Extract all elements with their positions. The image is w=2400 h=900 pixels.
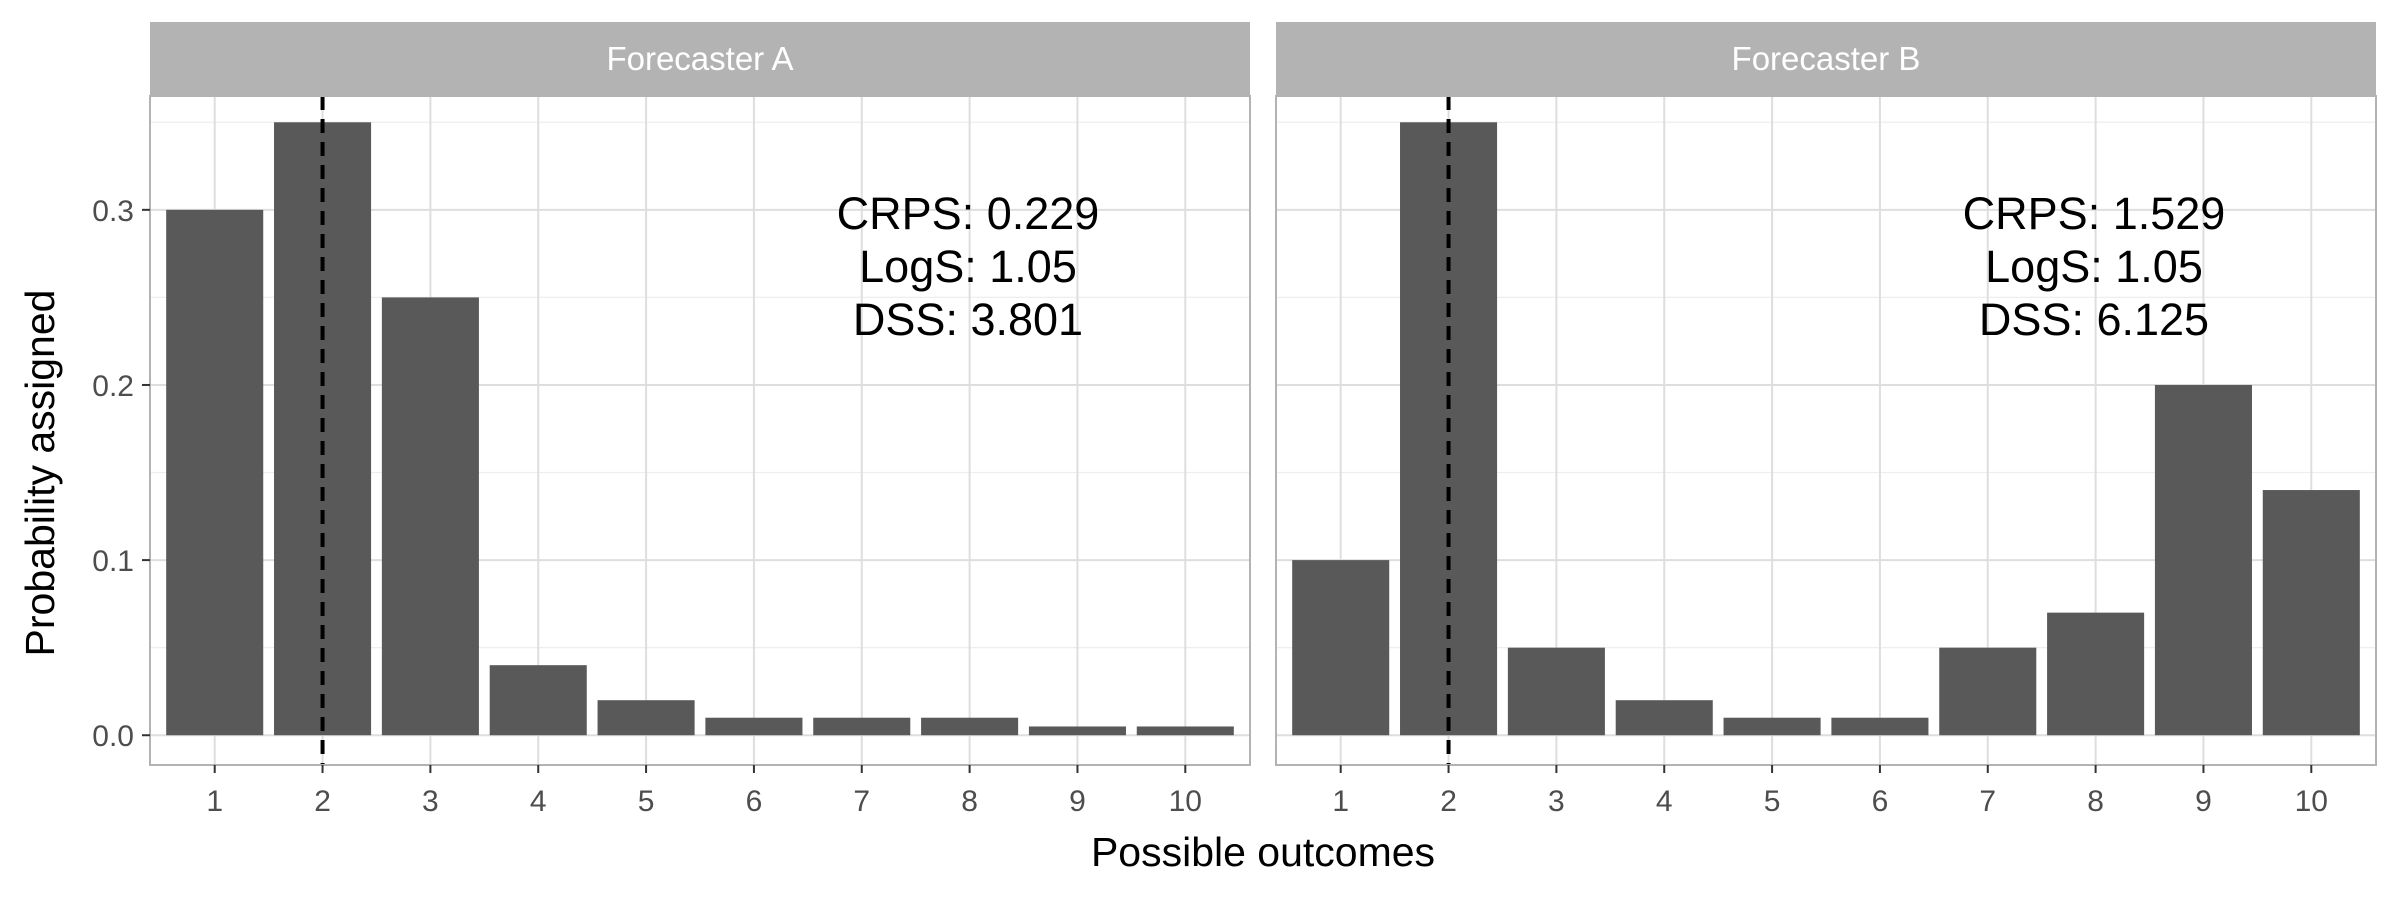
x-tick-label: 3: [1548, 785, 1565, 818]
x-tick-label: 9: [1069, 785, 1086, 818]
y-tick-label: 0.0: [92, 720, 134, 753]
x-tick-label: 2: [314, 785, 331, 818]
score-annotation-line: LogS: 1.05: [1985, 241, 2203, 292]
y-tick-label: 0.3: [92, 195, 134, 228]
bar-1: [1292, 560, 1390, 736]
bar-6: [1831, 717, 1929, 736]
x-tick-label: 3: [422, 785, 439, 818]
score-annotation-line: LogS: 1.05: [859, 241, 1077, 292]
x-tick-label: 1: [206, 785, 223, 818]
facet-strip: [1276, 22, 2376, 96]
x-tick-label: 10: [2295, 785, 2328, 818]
x-axis-title: Possible outcomes: [1091, 829, 1435, 875]
bar-10: [1136, 726, 1234, 736]
x-tick-label: 8: [2087, 785, 2104, 818]
bar-4: [489, 665, 587, 736]
bar-8: [2047, 612, 2145, 736]
bar-5: [1723, 717, 1821, 736]
score-annotation-line: CRPS: 0.229: [837, 188, 1100, 239]
x-tick-label: 1: [1332, 785, 1349, 818]
score-annotation-line: DSS: 3.801: [853, 294, 1083, 345]
x-tick-label: 8: [961, 785, 978, 818]
x-tick-label: 7: [1979, 785, 1996, 818]
bar-7: [1939, 647, 2037, 736]
bar-8: [921, 717, 1019, 736]
y-axis-title: Probability assigned: [17, 290, 63, 657]
y-tick-label: 0.1: [92, 545, 134, 578]
facet-title: Forecaster B: [1732, 40, 1921, 77]
bar-10: [2262, 490, 2360, 736]
bar-9: [2154, 384, 2252, 736]
score-annotation-line: CRPS: 1.529: [1963, 188, 2226, 239]
bar-5: [597, 700, 695, 736]
facet-title: Forecaster A: [606, 40, 793, 77]
x-tick-label: 2: [1440, 785, 1457, 818]
x-tick-label: 10: [1169, 785, 1202, 818]
bar-3: [381, 297, 479, 736]
x-tick-label: 7: [853, 785, 870, 818]
bar-6: [705, 717, 803, 736]
facet-strip: [150, 22, 1250, 96]
score-annotation-line: DSS: 6.125: [1979, 294, 2209, 345]
x-tick-label: 9: [2195, 785, 2212, 818]
bar-3: [1507, 647, 1605, 736]
bar-4: [1615, 700, 1713, 736]
bar-7: [813, 717, 911, 736]
x-tick-label: 6: [1872, 785, 1889, 818]
x-tick-label: 4: [1656, 785, 1673, 818]
x-tick-label: 4: [530, 785, 547, 818]
x-tick-label: 5: [638, 785, 655, 818]
bar-1: [166, 209, 264, 736]
x-tick-label: 6: [746, 785, 763, 818]
y-tick-label: 0.2: [92, 370, 134, 403]
x-tick-label: 5: [1764, 785, 1781, 818]
bar-9: [1028, 726, 1126, 736]
